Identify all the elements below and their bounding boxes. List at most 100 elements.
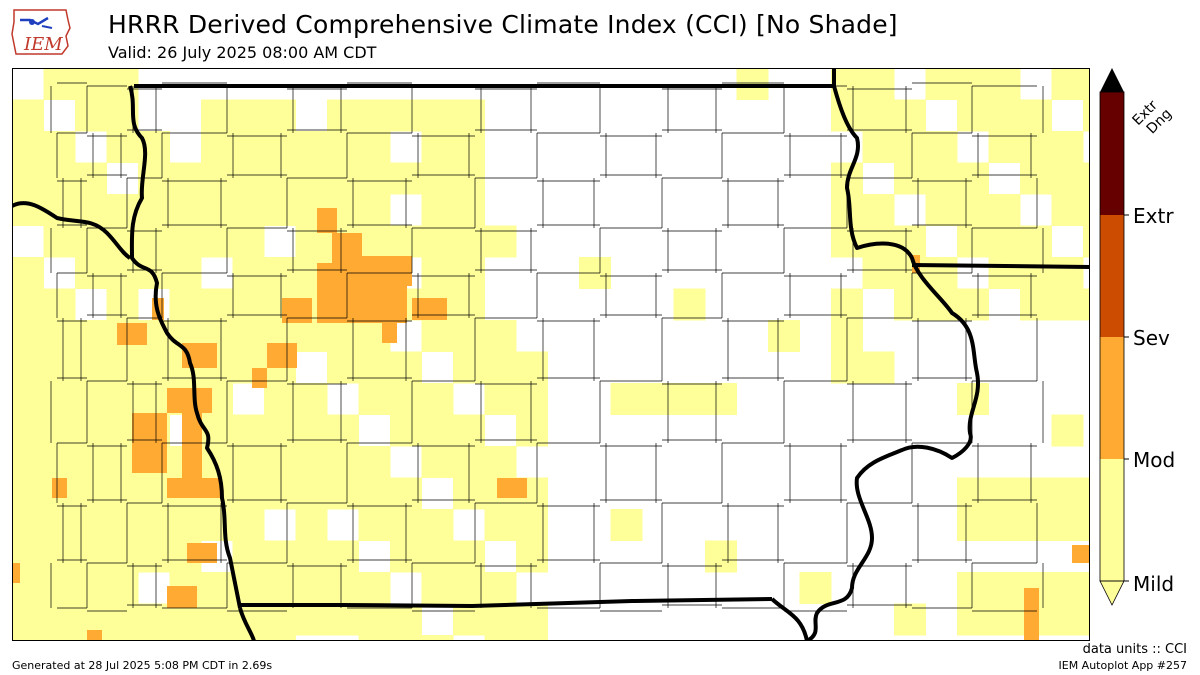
app-id: IEM Autoplot App #257 [1058,659,1188,672]
cell-mild [421,414,454,447]
cell-mild [201,288,233,321]
cell-mild [43,572,76,604]
cell-mild [12,477,44,510]
cell-mild [453,351,485,384]
data-units: data units :: CCI [1082,642,1187,657]
cell-mild [12,414,44,447]
cell-mild [358,162,391,195]
logo-text: IEM [23,34,63,55]
cell-mild [862,99,895,132]
cell-mild [862,257,895,289]
iowa-west-border [128,85,242,609]
cell-mild [201,194,233,226]
cell-mild [988,477,1021,510]
cell-moderate [382,318,397,343]
cell-mild [610,383,643,415]
cell-mild [1083,572,1115,604]
cell-mild [484,603,517,636]
cell-mild [75,383,107,415]
cell-mild [327,131,359,163]
cell-mild [673,383,706,415]
cell-moderate [412,298,447,320]
cell-mild [957,288,989,321]
cell-mild [295,540,328,573]
cell-mild [894,99,926,132]
iowa-east-border [805,85,980,643]
cell-mild [43,351,76,384]
cell-moderate [167,586,197,608]
colorbar-bottom-arrow [1099,580,1125,606]
cell-mild [43,131,76,163]
cell-moderate [282,298,312,323]
cell-mild [1020,257,1052,289]
cell-mild [232,477,265,510]
legend-label-mod: Mod [1133,448,1175,472]
cell-mild [1083,225,1115,258]
colorbar-mod [1100,459,1124,581]
cell-mild [862,131,895,163]
cell-mild [327,477,359,510]
cell-mild [1051,477,1084,510]
cell-mild [516,383,548,415]
cell-mild [264,162,296,195]
cell-mild [138,540,170,573]
cell-mild [106,477,139,510]
cell-moderate [167,388,212,413]
cell-moderate [132,413,167,473]
cell-mild [75,351,107,384]
cell-mild [1083,99,1115,132]
cell-mild [43,446,76,478]
cell-mild [1083,68,1115,100]
cell-mild [957,477,989,510]
cell-mild [201,225,233,258]
nebraska-north-border [11,201,132,260]
cell-mild [988,572,1021,604]
cell-mild [295,131,328,163]
cell-mild [264,99,296,132]
cell-mild [484,225,517,258]
cell-mild [894,131,926,163]
cell-moderate [267,343,297,368]
colorbar: Extr Sev Mod Mild Extr Dng [1099,68,1175,606]
cell-mild [43,540,76,573]
cell-mild [358,509,391,541]
cell-mild [1051,194,1084,226]
cell-mild [43,320,76,352]
cell-mild [925,68,958,100]
cell-mild [43,68,76,100]
cell-mild [390,414,422,447]
colorbar-extr [1100,215,1124,337]
colorbar-extr-dng [1100,92,1124,215]
cell-moderate [497,478,527,498]
cell-moderate [187,543,217,563]
cell-mild [453,194,485,226]
cell-mild [295,509,328,541]
cell-mild [327,603,359,636]
cell-mild [453,320,485,352]
cell-mild [264,446,296,478]
cell-mild [957,162,989,195]
cell-mild [232,288,265,321]
cell-mild [169,162,202,195]
cell-mild [894,603,926,636]
state-boundaries [11,68,1091,643]
cell-mild [1083,162,1115,195]
cell-mild [12,320,44,352]
colorbar-top-arrow [1100,68,1124,92]
cell-mild [1083,477,1115,510]
cell-mild [1083,509,1115,541]
cell-mild [1020,99,1052,132]
cell-mild [43,414,76,447]
cell-mild [1020,162,1052,195]
cell-mild [1051,257,1084,289]
cell-mild [327,351,359,384]
cell-mild [75,509,107,541]
cell-mild [1020,477,1052,510]
cell-mild [138,225,170,258]
cell-mild [264,383,296,415]
cell-moderate [52,478,67,498]
cell-mild [1020,225,1052,258]
cell-mild [799,572,832,604]
cell-mild [232,257,265,289]
county-boundaries [50,82,1044,612]
